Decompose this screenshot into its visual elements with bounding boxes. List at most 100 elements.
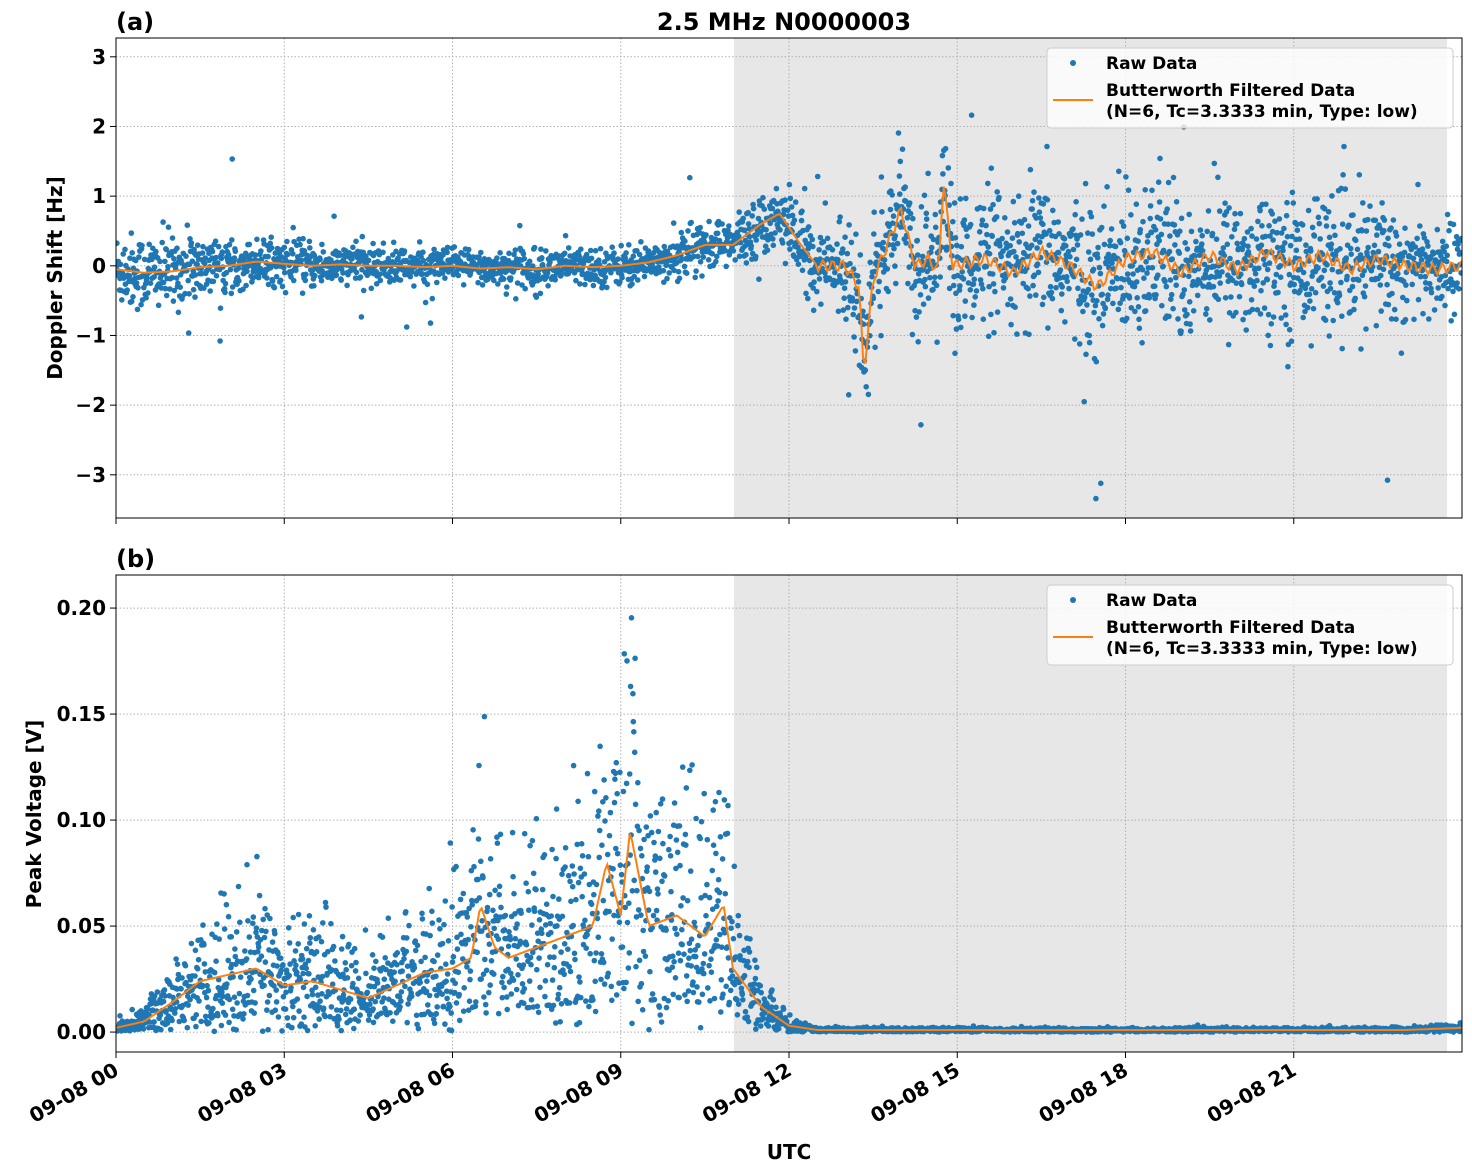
raw-data-point [792, 217, 798, 223]
raw-data-point [963, 196, 969, 202]
raw-data-point [681, 951, 687, 957]
raw-data-point [576, 974, 582, 980]
raw-data-point [440, 941, 446, 947]
raw-data-point [1386, 302, 1392, 308]
raw-data-point [660, 796, 666, 802]
raw-data-point [420, 249, 426, 255]
raw-data-point [202, 961, 208, 967]
raw-data-point [1350, 284, 1356, 290]
raw-data-point [1168, 277, 1174, 283]
raw-data-point [876, 279, 882, 285]
raw-data-point [923, 284, 929, 290]
raw-data-point [1204, 229, 1210, 235]
raw-data-point [307, 239, 313, 245]
raw-data-point [369, 286, 375, 292]
raw-data-point [1255, 219, 1261, 225]
raw-data-point [689, 936, 695, 942]
raw-data-point [129, 1007, 135, 1013]
raw-data-point [1182, 240, 1188, 246]
raw-data-point [853, 348, 859, 354]
raw-data-point [398, 998, 404, 1004]
raw-data-point [952, 200, 958, 206]
raw-data-point [605, 852, 611, 858]
raw-data-point [1289, 338, 1295, 344]
raw-data-point [601, 898, 607, 904]
raw-data-point [513, 956, 519, 962]
raw-data-point [852, 305, 858, 311]
raw-data-point [885, 266, 891, 272]
raw-data-point [1226, 205, 1232, 211]
raw-data-point [663, 927, 669, 933]
raw-data-point [590, 997, 596, 1003]
raw-data-point [521, 962, 527, 968]
raw-data-point [1074, 257, 1080, 263]
raw-data-point [1050, 208, 1056, 214]
raw-data-point [644, 824, 650, 830]
raw-data-point [1322, 268, 1328, 274]
raw-data-point [570, 884, 576, 890]
raw-data-point [522, 286, 528, 292]
raw-data-point [425, 1002, 431, 1008]
raw-data-point [1125, 236, 1131, 242]
raw-data-point [740, 997, 746, 1003]
raw-data-point [758, 990, 764, 996]
raw-data-point [195, 242, 201, 248]
raw-data-point [272, 285, 278, 291]
raw-data-point [889, 252, 895, 258]
raw-data-point [1426, 316, 1432, 322]
raw-data-point [968, 222, 974, 228]
raw-data-point [1002, 215, 1008, 221]
raw-data-point [216, 936, 222, 942]
raw-data-point [1118, 240, 1124, 246]
raw-data-point [420, 916, 426, 922]
raw-data-point [297, 242, 303, 248]
raw-data-point [613, 846, 619, 852]
raw-data-point [307, 913, 313, 919]
raw-data-point [194, 1012, 200, 1018]
raw-data-point [1373, 218, 1379, 224]
raw-data-point [328, 921, 334, 927]
raw-data-point [964, 234, 970, 240]
raw-data-point [291, 1015, 297, 1021]
raw-data-point [1327, 235, 1333, 241]
raw-data-point [926, 295, 932, 301]
raw-data-point [1113, 286, 1119, 292]
raw-data-point [675, 850, 681, 856]
raw-data-point [1103, 306, 1109, 312]
raw-data-point [269, 245, 275, 251]
raw-data-point [1134, 295, 1140, 301]
raw-data-point [300, 956, 306, 962]
raw-data-point [1239, 282, 1245, 288]
raw-data-point [135, 285, 141, 291]
raw-data-point [598, 977, 604, 983]
raw-data-point [412, 965, 418, 971]
raw-data-point [698, 259, 704, 265]
raw-data-point [1317, 221, 1323, 227]
raw-data-point [962, 217, 968, 223]
raw-data-point [736, 1001, 742, 1007]
raw-data-point [615, 256, 621, 262]
raw-data-point [224, 902, 230, 908]
raw-data-point [130, 294, 136, 300]
y-tick-label: 0.10 [57, 808, 106, 832]
raw-data-point [1189, 229, 1195, 235]
raw-data-point [431, 959, 437, 965]
raw-data-point [496, 892, 502, 898]
raw-data-point [570, 923, 576, 929]
raw-data-point [682, 264, 688, 270]
raw-data-point [771, 243, 777, 249]
raw-data-point [787, 246, 793, 252]
raw-data-point [474, 950, 480, 956]
raw-data-point [713, 799, 719, 805]
raw-data-point [723, 264, 729, 270]
raw-data-point [478, 859, 484, 865]
raw-data-point [307, 940, 313, 946]
raw-data-point [1187, 299, 1193, 305]
raw-data-point [345, 975, 351, 981]
raw-data-point [565, 946, 571, 952]
raw-data-point [1337, 293, 1343, 299]
raw-data-point [481, 994, 487, 1000]
raw-data-point [905, 281, 911, 287]
raw-data-point [719, 221, 725, 227]
raw-data-point [1055, 219, 1061, 225]
